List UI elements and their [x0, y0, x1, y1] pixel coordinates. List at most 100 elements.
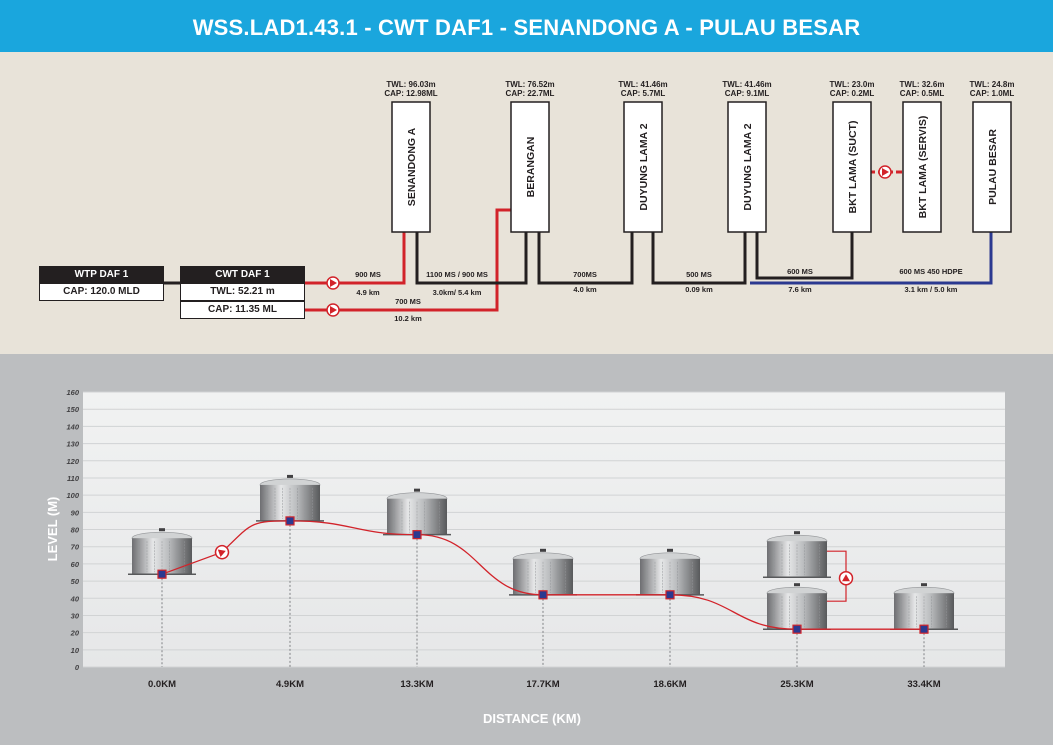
- x-tick-label: 4.9KM: [276, 679, 304, 690]
- tank-icon: [383, 488, 451, 536]
- tank-icon: [636, 548, 704, 596]
- elevation-profile-panel: 0 10 20 30 40 50 60 70 80 90 100 110 120 130 140 150 160…: [0, 354, 1053, 745]
- y-axis-label: LEVEL (M): [45, 497, 60, 562]
- reservoir-senandong-a: [391, 101, 431, 233]
- pipe-size: 700MS: [573, 270, 597, 279]
- y-tick-label: 0: [75, 663, 80, 672]
- reservoir-pulau-besar: [972, 101, 1012, 233]
- reservoir-name: BERANGAN: [525, 137, 537, 198]
- x-axis-label: DISTANCE (KM): [483, 711, 581, 726]
- pipe-size: 1100 MS / 900 MS: [426, 270, 488, 279]
- y-tick-label: 60: [71, 560, 80, 569]
- reservoir-duyung-lama-2b: [727, 101, 767, 233]
- pipe-size: 500 MS: [686, 270, 712, 279]
- x-tick-label: 33.4KM: [907, 679, 940, 690]
- reservoir-cap: CAP: 5.7ML: [621, 89, 666, 98]
- reservoir-cap: CAP: 22.7ML: [506, 89, 555, 98]
- x-tick-label: 0.0KM: [148, 679, 176, 690]
- y-tick-label: 70: [71, 543, 80, 552]
- reservoir-twl: TWL: 24.8m: [970, 80, 1015, 89]
- tank-icon: [763, 583, 831, 630]
- schematic-panel: SENANDONG A BERANGAN DUYUNG LAMA 2 DUYUN…: [0, 52, 1053, 354]
- pipe-length: 0.09 km: [685, 285, 713, 294]
- pipe-length: 4.9 km: [356, 288, 380, 297]
- pipe-length: 4.0 km: [573, 285, 597, 294]
- y-tick-labels: 0 10 20 30 40 50 60 70 80 90 100 110 120 130 140 150 160: [66, 388, 79, 672]
- pipe-length: 7.6 km: [788, 285, 812, 294]
- tank-icon: [128, 528, 196, 575]
- pipe-1100ms: [415, 232, 528, 285]
- reservoir-twl: TWL: 41.46m: [618, 80, 667, 89]
- cwt-title: CWT DAF 1: [180, 266, 305, 283]
- pump-icon: [214, 544, 230, 560]
- pipe-length: 3.0km/ 5.4 km: [433, 288, 482, 297]
- reservoir-twl: TWL: 41.46m: [722, 80, 771, 89]
- reservoir-name: DUYUNG LAMA 2: [638, 123, 650, 210]
- station-marker: [919, 624, 929, 634]
- y-tick-label: 100: [66, 491, 79, 500]
- tank-icons: [128, 474, 958, 630]
- y-tick-label: 90: [71, 508, 80, 517]
- reservoir-cap: CAP: 12.98ML: [384, 89, 437, 98]
- station-marker: [792, 624, 802, 634]
- wtp-title: WTP DAF 1: [39, 266, 164, 283]
- x-tick-labels: 0.0KM 4.9KM 13.3KM 17.7KM 18.6KM 25.3KM 33.4KM: [148, 679, 941, 690]
- station-marker: [538, 590, 548, 600]
- reservoir-twl: TWL: 32.6m: [900, 80, 945, 89]
- page-title: WSS.LAD1.43.1 - CWT DAF1 - SENANDONG A -…: [0, 0, 1053, 52]
- pump-icon: [326, 303, 340, 317]
- pipe-size: 900 MS: [355, 270, 381, 279]
- profile-pumps: [214, 544, 854, 586]
- x-tick-label: 13.3KM: [400, 679, 433, 690]
- cwt-capacity: CAP: 11.35 ML: [180, 301, 305, 319]
- y-tick-label: 10: [71, 646, 80, 655]
- reservoir-berangan: [510, 101, 550, 233]
- schematic-diagram: SENANDONG A BERANGAN DUYUNG LAMA 2 DUYUN…: [164, 80, 1015, 323]
- pipe-600ms-upper: [755, 232, 854, 280]
- tank-icon: [890, 583, 958, 630]
- pipe-700ms: [537, 232, 634, 285]
- pipe-length: 3.1 km / 5.0 km: [905, 285, 958, 294]
- pipe-500ms: [651, 232, 747, 285]
- pipe-size: 700 MS: [395, 297, 421, 306]
- station-drop-lines: [161, 520, 925, 667]
- reservoir-boxes: [391, 101, 1012, 233]
- elevation-profile-chart: 0 10 20 30 40 50 60 70 80 90 100 110 120 130 140 150 160…: [45, 388, 1005, 726]
- tank-icon: [509, 548, 577, 596]
- y-tick-label: 20: [70, 629, 80, 638]
- reservoir-cap: CAP: 0.5ML: [900, 89, 945, 98]
- x-tick-label: 18.6KM: [653, 679, 686, 690]
- y-tick-label: 40: [70, 594, 80, 603]
- pipe-size: 600 MS 450 HDPE: [899, 267, 962, 276]
- reservoir-cap: CAP: 9.1ML: [725, 89, 770, 98]
- y-tick-label: 110: [67, 474, 80, 483]
- reservoir-name: DUYUNG LAMA 2: [742, 123, 754, 210]
- pipe-600ms-hdpe: [750, 232, 993, 285]
- station-marker: [412, 530, 422, 540]
- y-tick-label: 160: [66, 388, 79, 397]
- reservoir-twl: TWL: 96.03m: [386, 80, 435, 89]
- y-tick-label: 50: [71, 577, 80, 586]
- cwt-twl: TWL: 52.21 m: [180, 283, 305, 301]
- y-tick-label: 80: [71, 526, 80, 535]
- reservoir-twl: TWL: 76.52m: [505, 80, 554, 89]
- pipe-length: 10.2 km: [394, 314, 422, 323]
- y-tick-label: 30: [71, 611, 80, 620]
- reservoir-name: BKT LAMA (SUCT): [847, 121, 859, 214]
- tank-icon: [763, 531, 831, 578]
- reservoir-name: BKT LAMA (SERVIS): [917, 116, 929, 219]
- reservoir-cap: CAP: 1.0ML: [970, 89, 1015, 98]
- wtp-capacity: CAP: 120.0 MLD: [39, 283, 164, 301]
- pump-icon: [326, 276, 340, 290]
- reservoir-name: PULAU BESAR: [987, 129, 999, 205]
- station-markers: [157, 516, 929, 634]
- y-tick-label: 120: [66, 457, 79, 466]
- x-tick-label: 25.3KM: [780, 679, 813, 690]
- station-marker: [285, 516, 295, 526]
- grid-lines: [83, 391, 1005, 668]
- pump-icon: [838, 570, 854, 586]
- reservoir-name: SENANDONG A: [406, 127, 418, 206]
- pipe-size: 600 MS: [787, 267, 813, 276]
- y-tick-label: 130: [66, 440, 79, 449]
- reservoir-bkt-lama-servis: [902, 101, 942, 233]
